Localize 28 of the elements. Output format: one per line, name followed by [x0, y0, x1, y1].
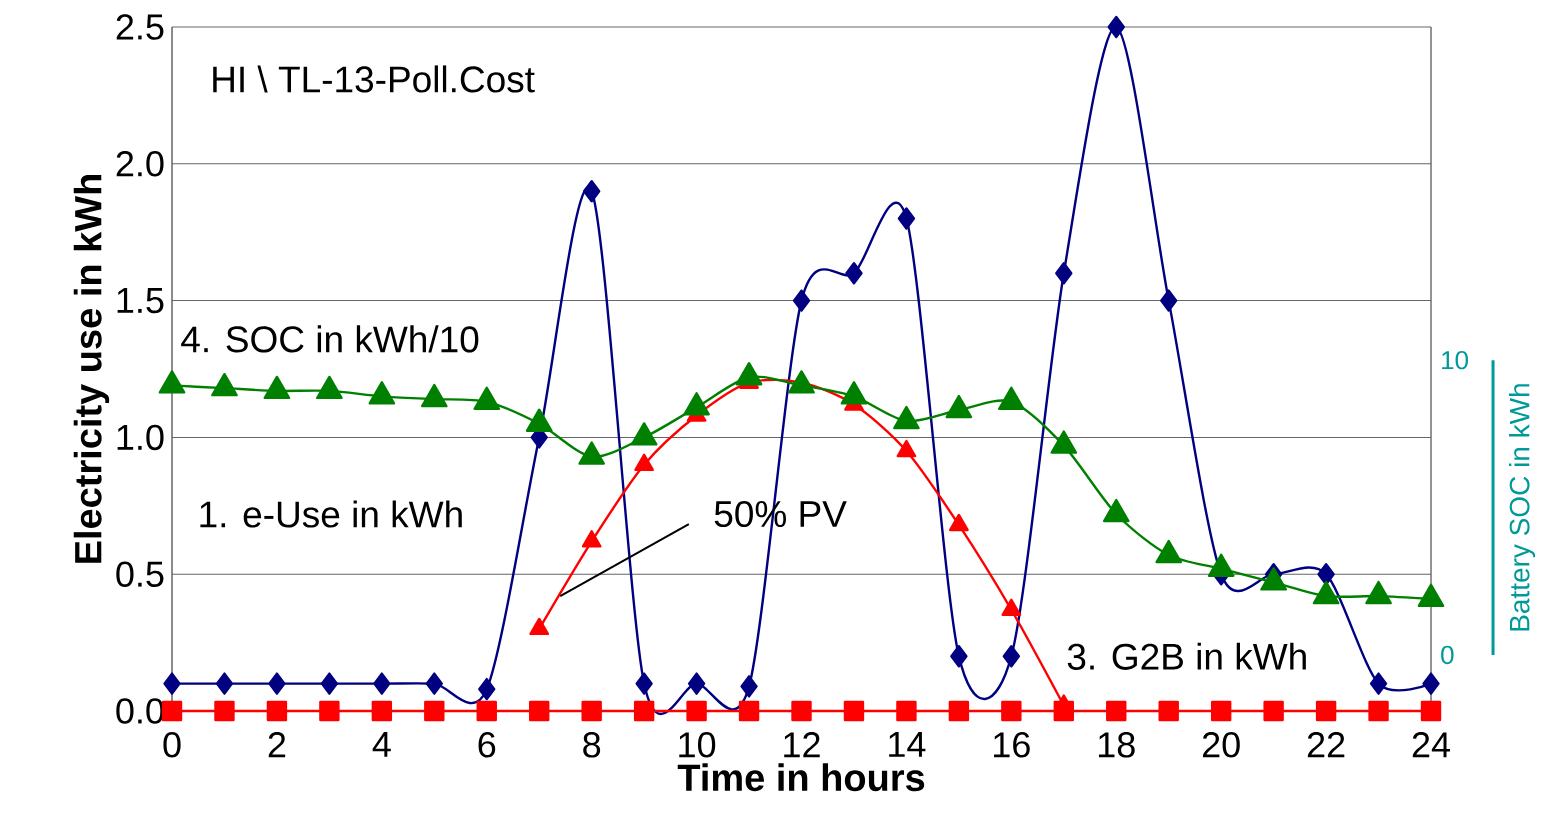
y-tick-label: 0.0	[116, 698, 164, 724]
x-tick-label: 14	[889, 732, 926, 757]
series-label: 3. G2B in kWh	[1067, 642, 1306, 670]
x-tick-label: 2	[268, 732, 286, 758]
annotation: HI \ TL-13-Poll.Cost	[213, 65, 535, 93]
x-tick-label: 12	[784, 732, 820, 758]
y-axis-title: Electricity use in kWh	[73, 174, 110, 563]
x-tick-label: 16	[994, 732, 1030, 758]
x-tick-label: 0	[163, 732, 181, 758]
x-axis-title: Time in hours	[677, 763, 925, 792]
y2-tick-label: 0	[1441, 645, 1454, 665]
x-tick-label: 22	[1307, 732, 1345, 758]
x-tick-label: 10	[679, 732, 716, 758]
y-tick-label: 0.5	[116, 561, 164, 587]
x-tick-label: 24	[1412, 732, 1450, 758]
y-tick-label: 2.0	[116, 151, 164, 177]
x-tick-label: 8	[583, 732, 601, 758]
y-tick-label: 1.0	[117, 424, 164, 451]
y-tick-label: 2.5	[116, 14, 164, 40]
y2-tick-label: 10	[1442, 350, 1469, 370]
y-tick-label: 1.5	[117, 288, 164, 314]
series-label: 1. e-Use in kWh	[200, 500, 462, 528]
x-tick-label: 4	[372, 732, 391, 757]
x-tick-label: 20	[1202, 732, 1240, 758]
x-tick-label: 18	[1098, 732, 1135, 758]
y2-axis-title: Battery SOC in kWh	[1508, 384, 1536, 631]
series-label: 4. SOC in kWh/10	[181, 325, 479, 353]
x-tick-label: 6	[478, 732, 496, 758]
